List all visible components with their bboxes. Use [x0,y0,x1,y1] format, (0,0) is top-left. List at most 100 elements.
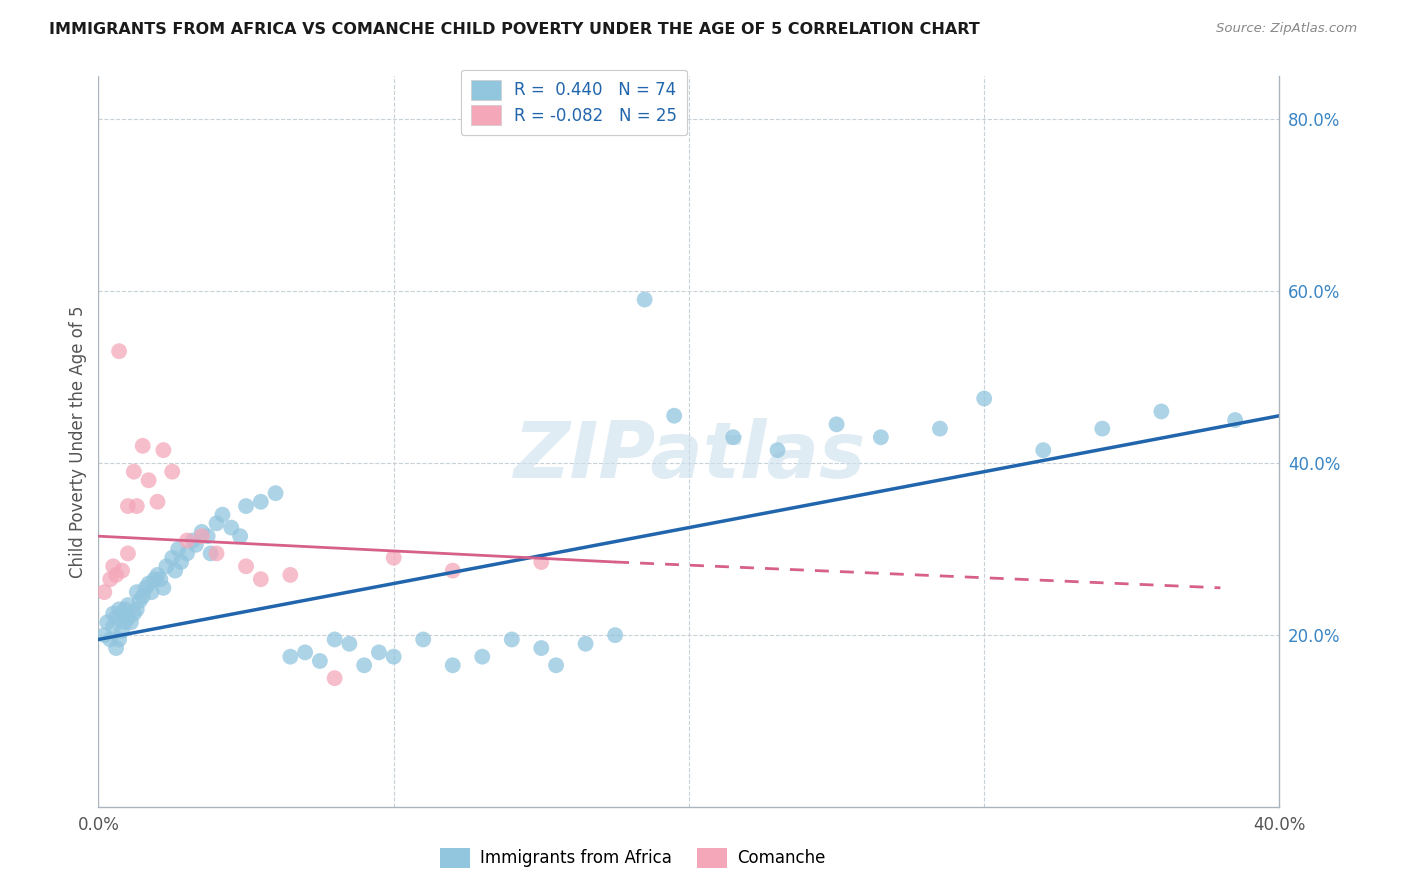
Point [323,671,346,685]
Point [575,637,598,651]
Point [382,550,405,565]
Point [105,641,128,656]
Point [339,637,361,651]
Point [135,581,157,595]
Point [353,658,375,673]
Point [176,546,198,560]
Point [176,533,198,548]
Point [114,602,136,616]
Point [132,590,155,604]
Point [546,658,568,673]
Point [108,344,131,359]
Point [181,533,204,548]
Text: ZIPatlas: ZIPatlas [513,418,865,494]
Point [149,572,172,586]
Point [825,417,848,432]
Point [412,632,434,647]
Point [138,576,160,591]
Point [111,564,134,578]
Point [122,607,145,621]
Point [501,632,523,647]
Point [162,465,183,479]
Point [323,632,346,647]
Point [929,422,952,436]
Point [221,520,243,534]
Point [766,443,789,458]
Point [870,430,893,444]
Point [108,602,131,616]
Point [120,615,142,630]
Point [250,572,273,586]
Point [605,628,627,642]
Point [200,546,222,560]
Point [205,546,228,560]
Legend: R =  0.440   N = 74, R = -0.082   N = 25: R = 0.440 N = 74, R = -0.082 N = 25 [461,70,688,136]
Point [155,559,177,574]
Point [191,524,214,539]
Point [128,593,150,607]
Point [441,658,464,673]
Point [184,538,207,552]
Point [125,499,148,513]
Point [141,585,163,599]
Point [125,585,148,599]
Point [973,392,995,406]
Point [122,465,145,479]
Point [264,486,287,500]
Point [103,607,125,621]
Point [132,439,155,453]
Point [146,495,169,509]
Point [229,529,252,543]
Text: IMMIGRANTS FROM AFRICA VS COMANCHE CHILD POVERTY UNDER THE AGE OF 5 CORRELATION : IMMIGRANTS FROM AFRICA VS COMANCHE CHILD… [49,22,980,37]
Point [191,529,214,543]
Point [108,632,131,647]
Point [146,568,169,582]
Point [634,293,657,307]
Point [143,572,166,586]
Point [382,649,405,664]
Point [530,555,553,569]
Point [114,615,136,630]
Point [117,499,139,513]
Point [162,550,183,565]
Point [165,564,187,578]
Point [170,555,193,569]
Y-axis label: Child Poverty Under the Age of 5: Child Poverty Under the Age of 5 [69,305,87,578]
Point [111,607,134,621]
Point [93,628,115,642]
Point [250,495,273,509]
Point [530,641,553,656]
Point [1032,443,1054,458]
Point [309,654,332,668]
Point [441,564,464,578]
Point [280,649,302,664]
Point [117,611,139,625]
Point [280,568,302,582]
Point [1150,404,1173,418]
Point [664,409,686,423]
Point [111,624,134,638]
Point [98,572,121,586]
Point [152,443,174,458]
Point [294,645,316,659]
Point [125,602,148,616]
Point [723,430,745,444]
Point [93,585,115,599]
Point [98,632,121,647]
Point [105,568,128,582]
Point [103,619,125,633]
Legend: Immigrants from Africa, Comanche: Immigrants from Africa, Comanche [433,841,832,875]
Point [96,615,118,630]
Point [197,529,219,543]
Point [235,559,257,574]
Point [138,473,160,487]
Point [117,598,139,612]
Point [103,559,125,574]
Point [117,546,139,560]
Point [205,516,228,531]
Point [368,645,391,659]
Point [105,611,128,625]
Point [1091,422,1114,436]
Point [152,581,174,595]
Point [167,542,190,557]
